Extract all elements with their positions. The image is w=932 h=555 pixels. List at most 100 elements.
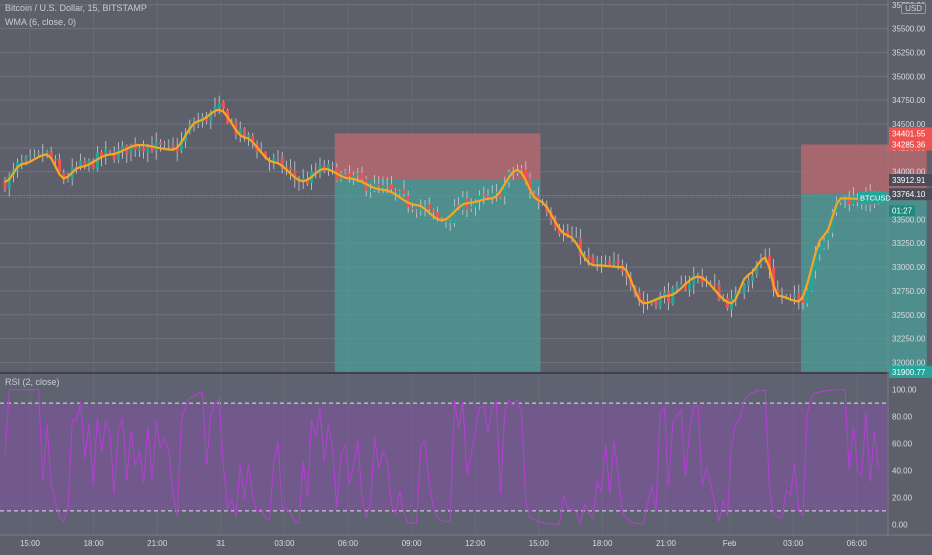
candle-body [305,179,309,185]
rsi-tick-label: 40.00 [892,466,913,475]
candle-body [402,189,406,194]
candle-body [814,254,818,271]
candle-body [66,178,70,180]
rsi-pane-background [0,373,888,535]
time-tick-label: 03:00 [274,539,295,548]
price-tick-label: 33500.00 [892,215,926,224]
rsi-line [4,389,880,526]
candle-body [381,185,385,189]
candle-body [448,221,452,223]
candle-body [83,161,87,165]
candle-body [742,284,746,294]
candle-body [280,156,284,169]
candle-body [368,189,372,192]
candle-body [427,204,431,209]
candle-body [175,147,179,152]
candle-body [734,293,738,298]
candle-body [473,202,477,208]
time-tick-label: 21:00 [656,539,677,548]
candle-body [112,152,116,161]
wma-line [4,108,879,305]
candle-body [717,285,721,301]
candle-body [822,240,826,249]
candle-body [154,141,158,151]
candle-body [805,290,809,304]
price-tick-label: 34000.00 [892,168,926,177]
candle-body [28,155,32,157]
candle-body [478,195,482,202]
rsi-tick-label: 20.00 [892,493,913,502]
candle-body [595,261,599,264]
symbol-tag-text: BTCUSD [860,193,891,202]
candle-body [431,210,435,213]
price-label-box [889,365,932,378]
candle-body [612,261,616,264]
candle-body [301,178,305,182]
candle-body [599,262,603,264]
candle-body [444,221,448,223]
candle-body [234,121,238,135]
time-tick-label: 21:00 [147,539,168,548]
candle-body [415,211,419,213]
candle-body [343,171,347,173]
candle-body [486,195,490,197]
currency-button[interactable]: USD [901,3,926,14]
candle-body [650,302,654,304]
candle-body [801,299,805,303]
candle-body [452,206,456,223]
price-tick-label: 32750.00 [892,287,926,296]
candle-body [7,176,11,190]
candle-body [146,145,150,154]
price-label-box [889,127,932,140]
candle-body [851,196,855,205]
price-tick-label: 34750.00 [892,96,926,105]
candle-body [167,143,171,145]
price-tick-label: 35250.00 [892,48,926,57]
candle-body [490,193,494,198]
candle-body [675,284,679,289]
price-label-text: 31900.77 [892,368,926,377]
candle-body [20,161,24,165]
candle-body [583,254,587,256]
candle-body [221,101,225,109]
candle-body [469,206,473,209]
candle-body [683,282,687,290]
time-tick-label: 18:00 [84,539,105,548]
time-tick-label: 09:00 [402,539,423,548]
price-tick-label: 32000.00 [892,358,926,367]
candle-body [276,156,280,158]
candle-body [570,234,574,237]
candle-body [121,145,125,151]
candle-body [671,288,675,305]
candle-body [150,145,154,152]
rsi-indicator-label[interactable]: RSI (2, close) [5,377,60,387]
candle-body [839,199,843,203]
time-tick-label: 12:00 [465,539,486,548]
price-label-box [889,188,932,201]
candle-body [482,194,486,196]
wma-layer [4,108,879,305]
candle-body [263,152,267,159]
candle-body [692,275,696,285]
candle-body [62,173,66,180]
candle-body [217,103,221,109]
candle-body [129,144,133,153]
candle-body [494,191,498,194]
rsi-tick-label: 80.00 [892,413,913,422]
long-target-zone [801,194,927,372]
candle-body [818,246,822,255]
candle-body [108,150,112,152]
price-tick-label: 35000.00 [892,72,926,81]
candle-body [394,190,398,192]
wma-indicator-label[interactable]: WMA (6, close, 0) [5,17,77,27]
candle-body [398,190,402,194]
time-tick-label: 31 [216,539,225,548]
candle-body [331,165,335,167]
rsi-tick-label: 100.00 [892,386,917,395]
candle-body [142,147,146,152]
rsi-band [0,403,888,511]
candle-body [385,185,389,187]
candle-body [58,158,62,173]
time-tick-label: 06:00 [338,539,359,548]
